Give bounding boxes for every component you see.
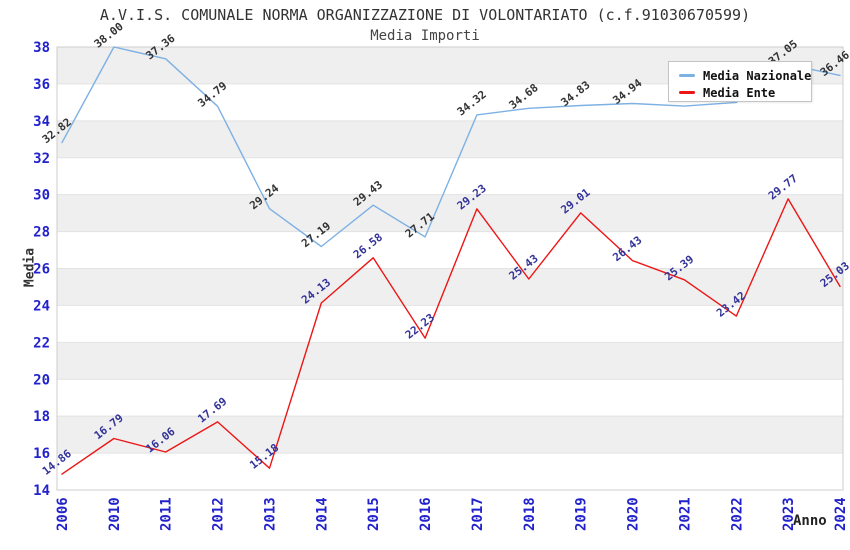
y-tick-label: 34 (33, 114, 50, 130)
plot-band (57, 342, 843, 380)
x-tick-label: 2006 (55, 497, 71, 531)
plot-border (56, 46, 844, 491)
x-tick-label: 2012 (211, 497, 227, 531)
chart-subtitle: Media Importi (370, 28, 480, 44)
data-label: 26.58 (351, 231, 385, 262)
data-label: 38.00 (92, 20, 126, 51)
x-axis-label: Anno (793, 513, 827, 529)
x-tick-label: 2023 (781, 497, 797, 531)
y-axis-label: Media (22, 247, 38, 288)
plot-band (57, 194, 843, 232)
chart-title: A.V.I.S. COMUNALE NORMA ORGANIZZAZIONE D… (99, 6, 751, 24)
x-tick-label: 2016 (418, 497, 434, 531)
plot-band (57, 120, 843, 158)
y-tick-label: 28 (33, 225, 50, 241)
x-tick-label: 2015 (366, 497, 382, 531)
y-tick-label: 18 (33, 409, 50, 425)
y-tick-label: 22 (33, 335, 50, 351)
x-tick-label: 2018 (522, 497, 538, 531)
x-tick-label: 2014 (314, 497, 330, 531)
x-tick-label: 2017 (470, 497, 486, 531)
legend: Media Nazionale Media Ente (668, 61, 812, 102)
y-tick-label: 16 (33, 446, 50, 462)
x-tick-label: 2024 (833, 497, 849, 531)
x-tick-label: 2011 (159, 497, 175, 531)
y-tick-label: 38 (33, 40, 50, 56)
legend-label-media-ente: Media Ente (703, 85, 776, 100)
x-tick-label: 2020 (626, 497, 642, 531)
legend-item-media-ente: Media Ente (679, 84, 811, 101)
x-tick-label: 2019 (574, 497, 590, 531)
legend-item-media-nazionale: Media Nazionale (679, 67, 811, 84)
y-tick-label: 30 (33, 188, 50, 204)
y-tick-label: 20 (33, 372, 50, 388)
series-line-media-ente (61, 198, 841, 475)
y-tick-label: 26 (33, 262, 50, 278)
y-tick-label: 32 (33, 151, 50, 167)
x-tick-label: 2013 (262, 497, 278, 531)
y-tick-label: 24 (33, 298, 50, 314)
data-label: 26.43 (610, 233, 644, 264)
series-line-media-nazionale (61, 46, 841, 248)
x-tick-label: 2022 (729, 497, 745, 531)
plot-band (57, 416, 843, 454)
legend-label-media-nazionale: Media Nazionale (703, 68, 812, 83)
media-nazionale-line-swatch-icon (679, 74, 695, 77)
x-tick-label: 2010 (107, 497, 123, 531)
y-tick-label: 14 (33, 483, 50, 499)
y-tick-label: 36 (33, 77, 50, 93)
x-tick-label: 2021 (677, 497, 693, 531)
data-label: 22.23 (403, 311, 437, 342)
media-ente-line-swatch-icon (679, 91, 695, 94)
